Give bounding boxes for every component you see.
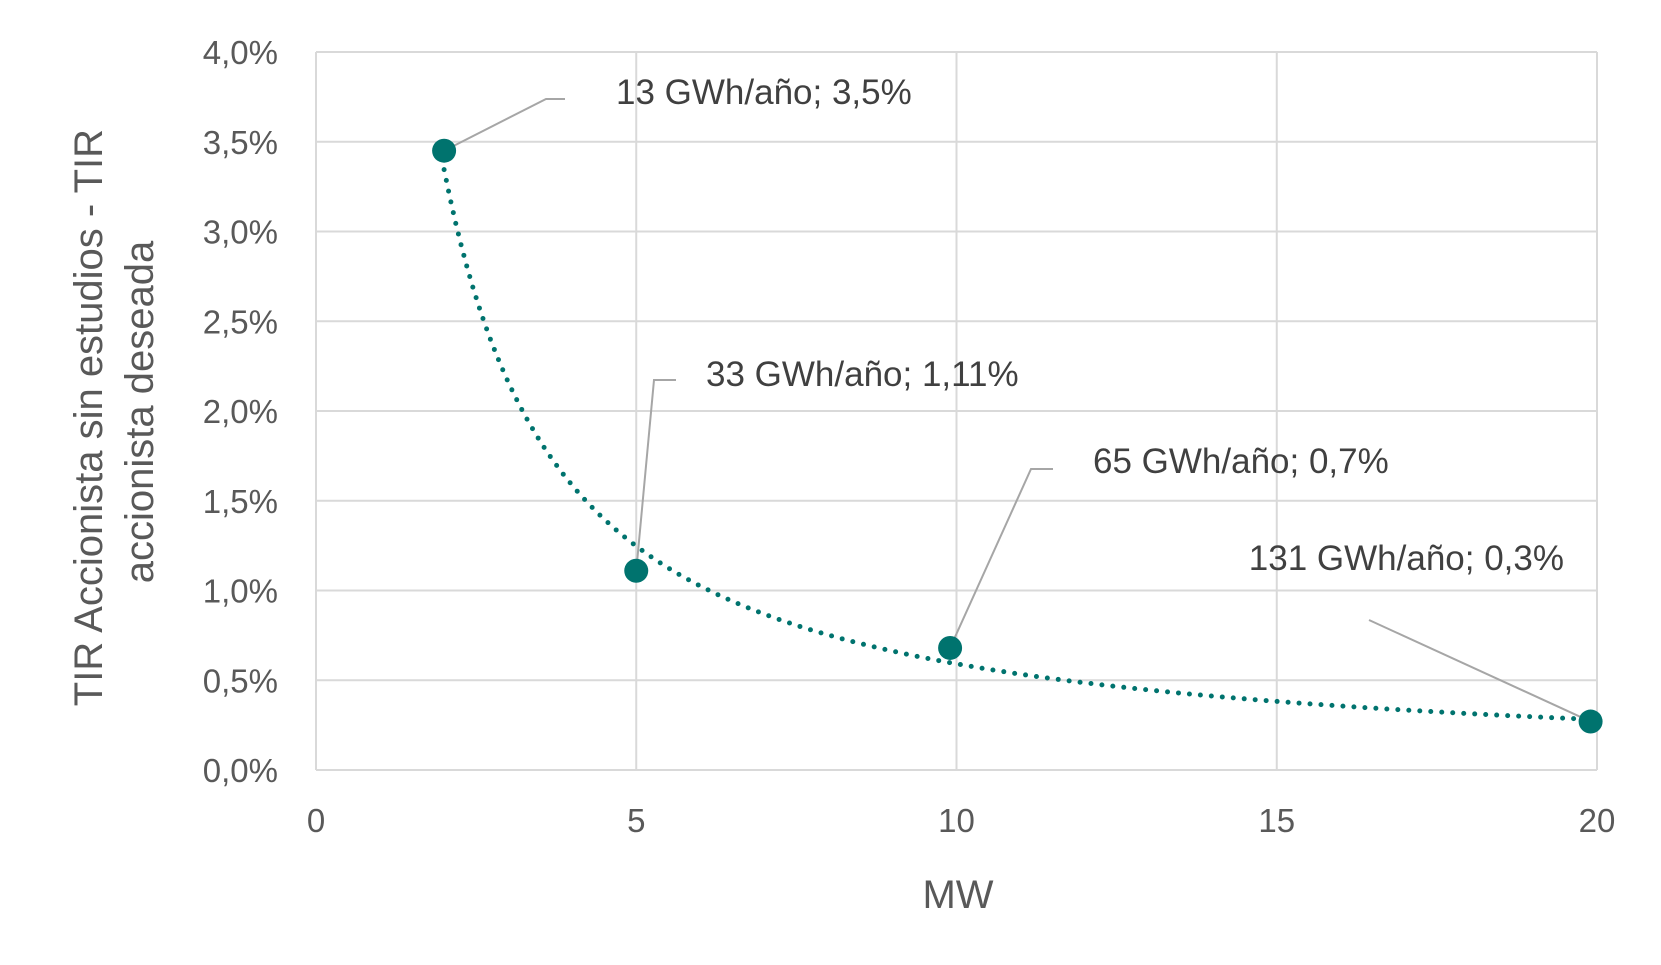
trendline-group [441,167,1600,723]
y-axis-title-line-1: TIR Accionista sin estudios - TIR [67,129,111,706]
leader-line [949,468,1053,649]
y-axis-ticks: 0,0% 0,5% 1,0% 1,5% 2,0% 2,5% 3,0% 3,5% 4,0% [203,34,278,789]
leader-line [635,379,676,571]
grid [315,51,1598,771]
x-axis-title: MW [922,873,993,917]
y-tick-label: 0,5% [203,662,278,699]
x-tick-label: 5 [627,802,645,839]
x-tick-label: 10 [938,802,975,839]
x-axis-ticks: 0 5 10 15 20 [307,802,1616,839]
leader-line [1368,619,1592,723]
y-tick-label: 3,5% [203,124,278,161]
data-point [1578,709,1603,734]
leader-line [443,98,565,152]
data-point [624,558,649,583]
data-point [938,635,963,660]
leader-lines [443,98,1592,723]
y-axis-title: TIR Accionista sin estudios - TIR accion… [67,118,162,706]
x-tick-label: 20 [1579,802,1616,839]
y-tick-label: 4,0% [203,34,278,71]
data-point [432,138,457,163]
data-points [432,138,1603,734]
data-label: 131 GWh/año; 0,3% [1249,539,1564,578]
x-tick-label: 15 [1258,802,1295,839]
data-label: 65 GWh/año; 0,7% [1093,442,1389,481]
y-tick-label: 2,5% [203,303,278,340]
data-label: 13 GWh/año; 3,5% [616,73,912,112]
trendline [441,167,1600,723]
y-tick-label: 3,0% [203,214,278,251]
y-tick-label: 1,5% [203,483,278,520]
y-tick-label: 0,0% [203,752,278,789]
data-labels: 13 GWh/año; 3,5% 33 GWh/año; 1,11% 65 GWh/… [616,73,1564,578]
y-axis-title-line-2: accionista deseada [118,240,162,583]
x-tick-label: 0 [307,802,325,839]
data-label: 33 GWh/año; 1,11% [706,355,1019,394]
y-tick-label: 2,0% [203,393,278,430]
y-tick-label: 1,0% [203,573,278,610]
